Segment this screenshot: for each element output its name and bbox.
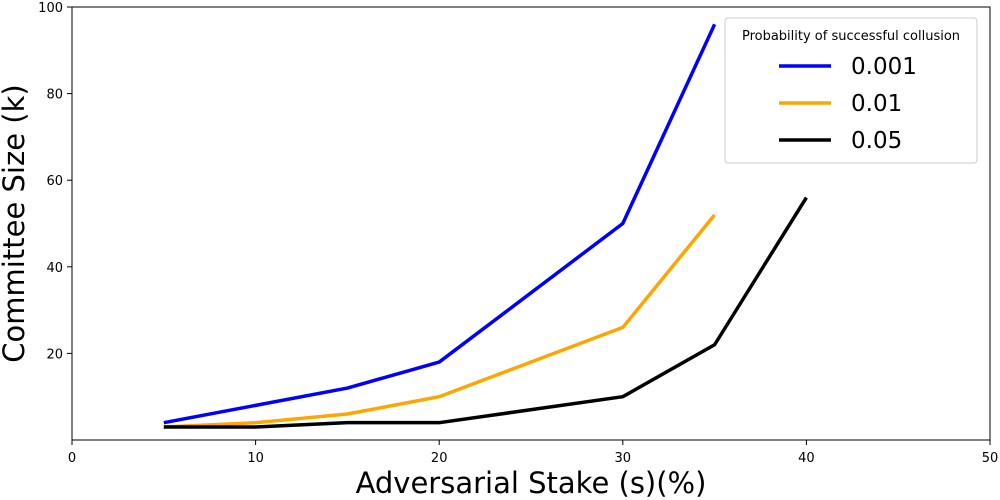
y-axis-title: Committee Size (k): [0, 84, 31, 362]
legend: Probability of successful collusion 0.00…: [724, 17, 978, 164]
y-axis-ticks: 20 40 60 80 100: [38, 1, 72, 362]
x-axis-title: Adversarial Stake (s)(%): [356, 466, 707, 500]
y-tick-label: 40: [46, 261, 63, 276]
x-tick-label: 40: [798, 451, 815, 466]
x-tick-label: 10: [247, 451, 264, 466]
legend-entries: 0.001 0.01 0.05: [779, 54, 917, 154]
x-tick-label: 30: [615, 451, 632, 466]
x-tick-label: 20: [431, 451, 448, 466]
x-axis-ticks: 0 10 20 30 40 50: [68, 440, 998, 466]
legend-label-1: 0.01: [851, 91, 902, 117]
y-tick-label: 60: [46, 174, 63, 189]
y-tick-label: 20: [46, 347, 63, 362]
x-tick-label: 0: [68, 451, 76, 466]
legend-label-0: 0.001: [851, 54, 917, 80]
series-line-1: [163, 213, 716, 429]
x-tick-label: 50: [982, 451, 999, 466]
legend-box: [724, 17, 978, 164]
legend-title: Probability of successful collusion: [742, 29, 960, 44]
series-line-0: [163, 23, 717, 425]
plot-area-frame: [71, 6, 991, 441]
y-tick-label: 100: [38, 1, 63, 16]
series-layer: [163, 23, 808, 429]
y-tick-label: 80: [46, 88, 63, 103]
series-line-2: [163, 196, 808, 429]
legend-label-2: 0.05: [851, 128, 902, 154]
